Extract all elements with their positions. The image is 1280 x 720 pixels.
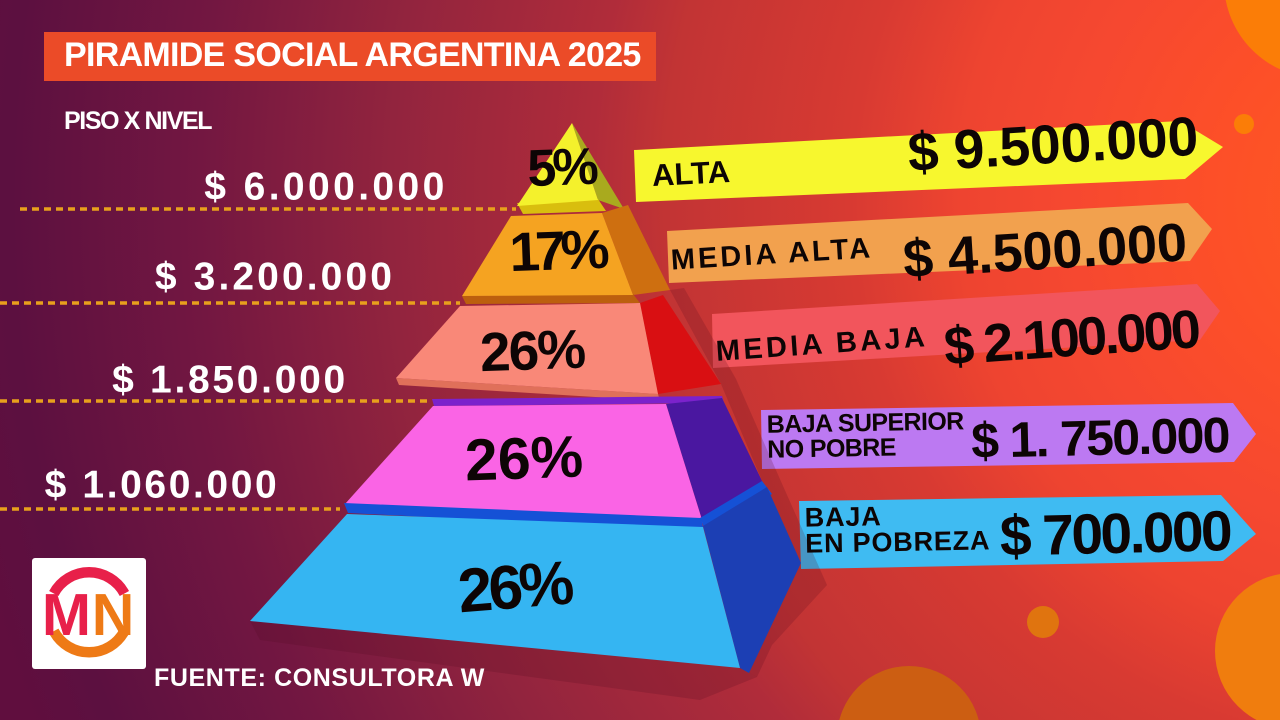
svg-text:M: M: [42, 582, 88, 648]
svg-text:N: N: [92, 582, 135, 648]
